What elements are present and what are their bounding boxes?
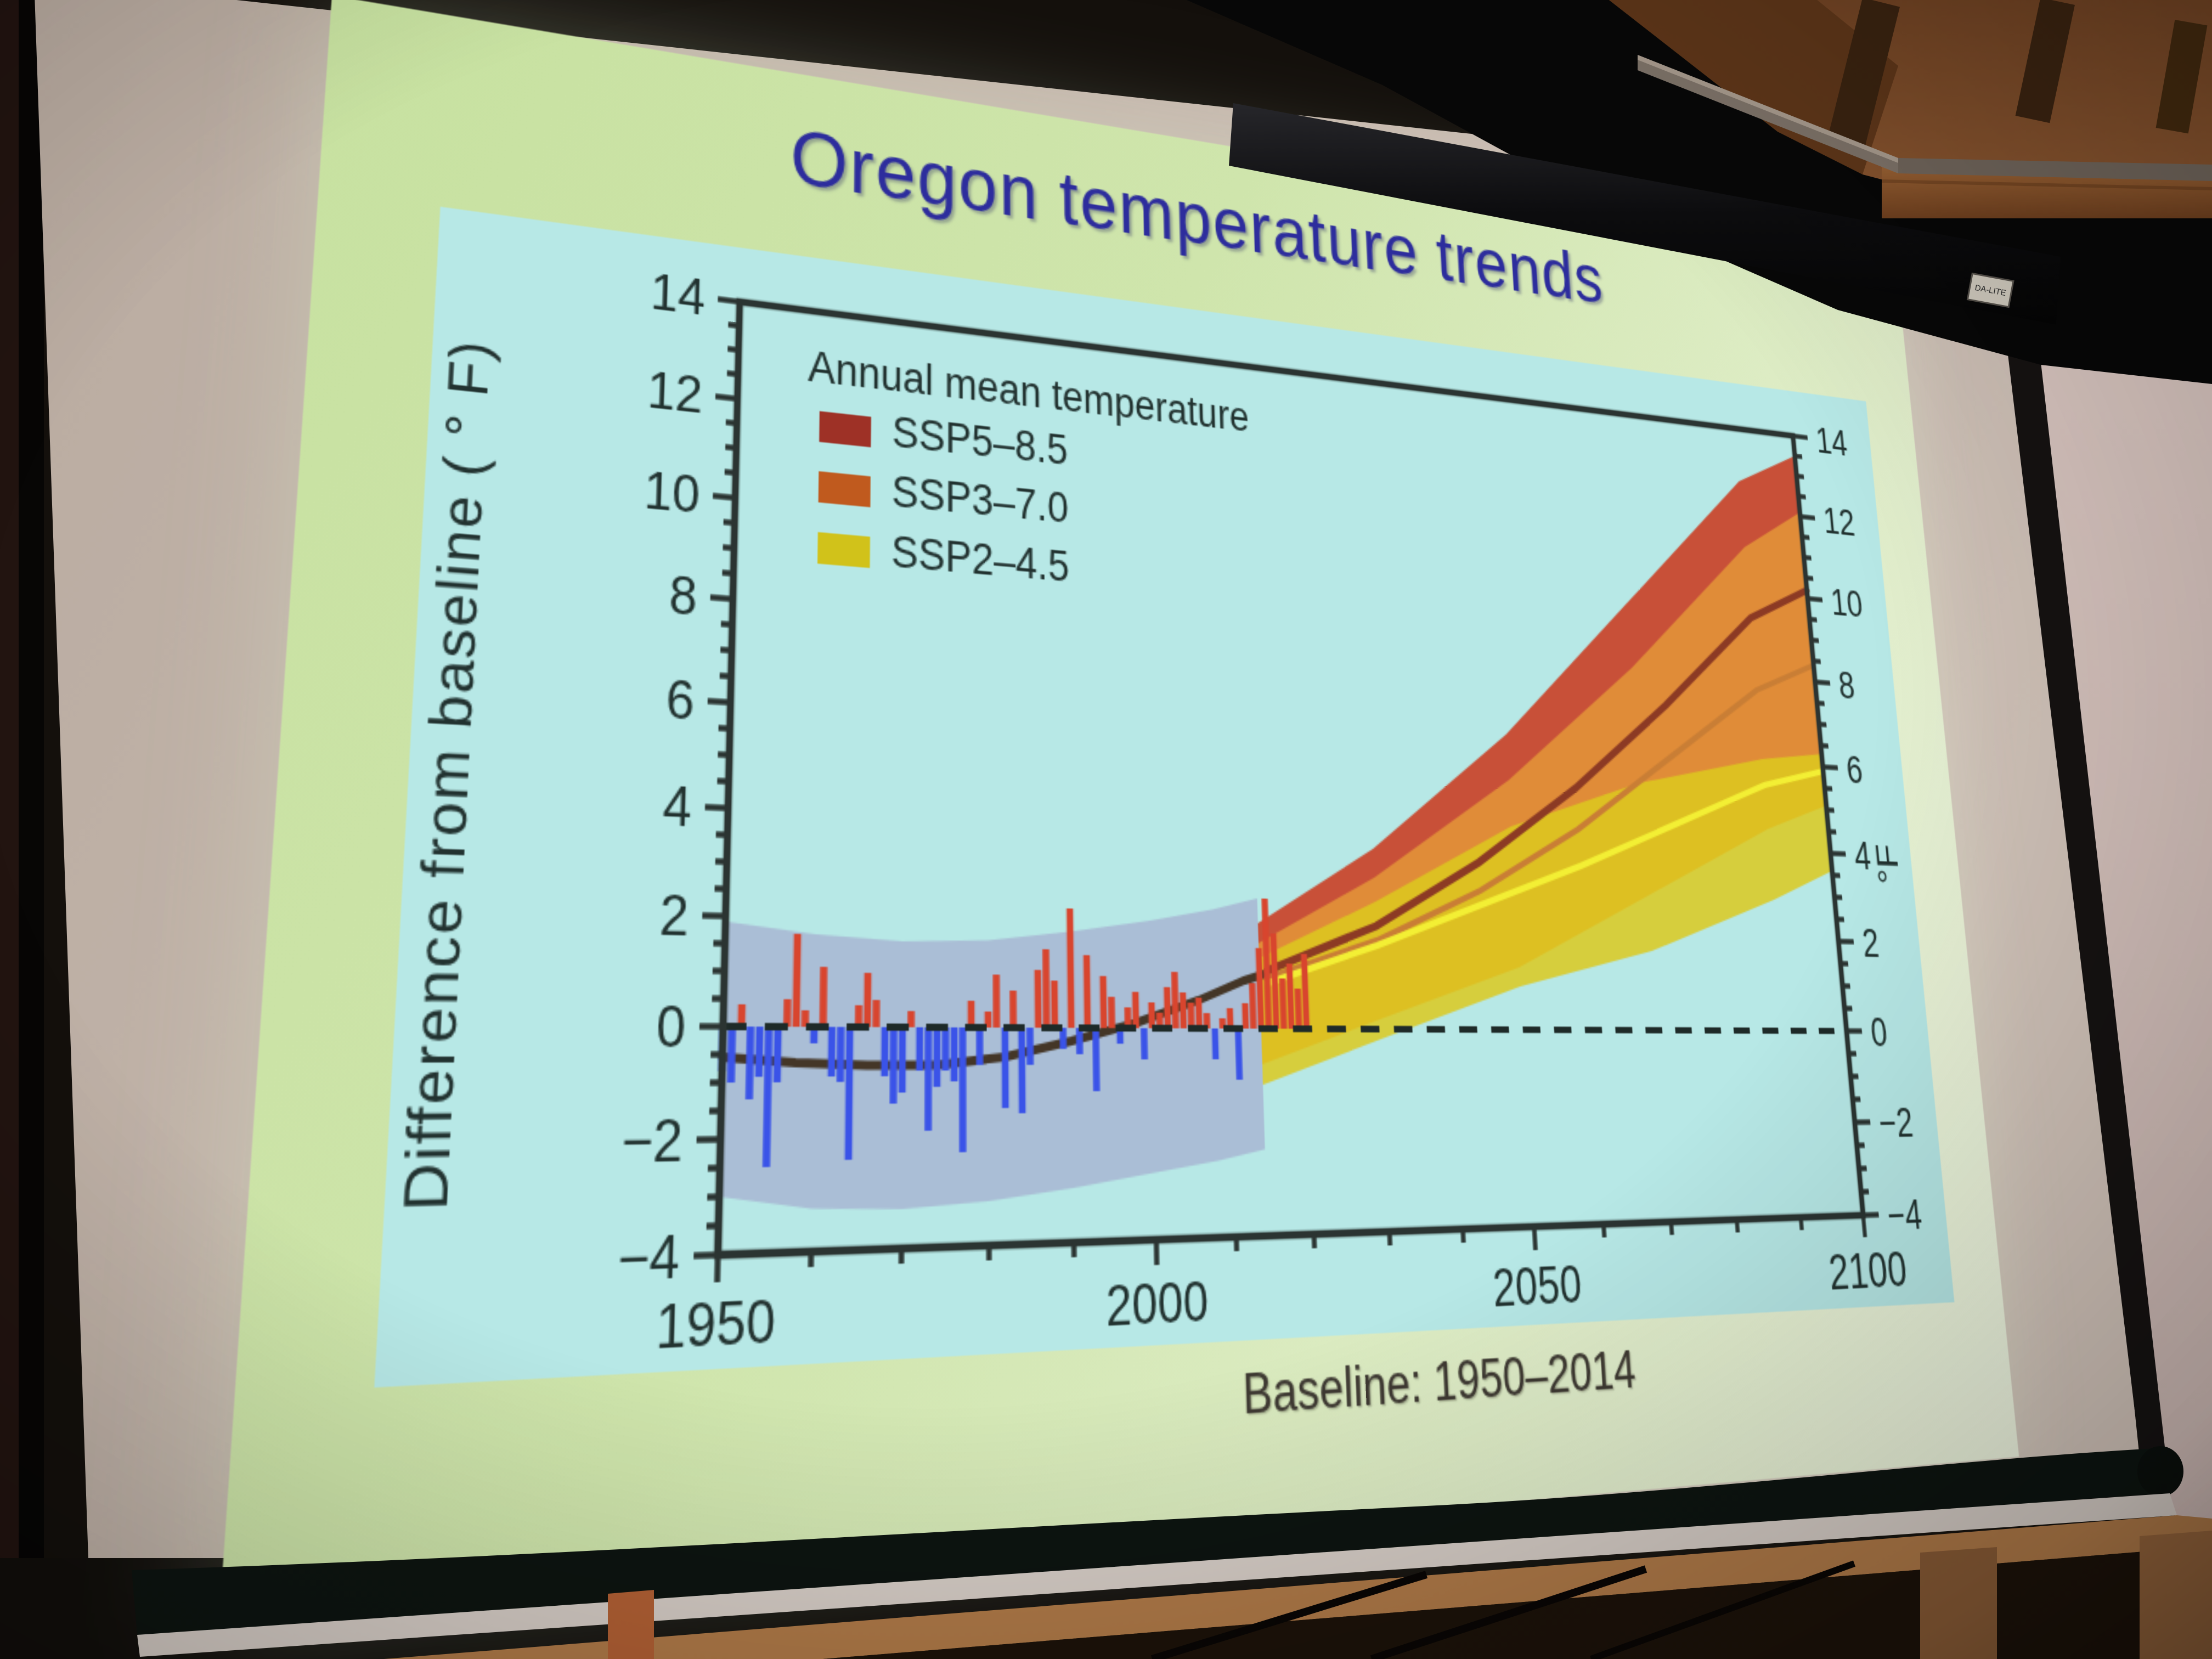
y-axis-label-left: 0 (656, 994, 687, 1059)
presentation-slide: Oregon temperature trends −4−4−2−2002244… (219, 0, 2019, 1616)
anomaly-bar-1973 (924, 1027, 932, 1131)
anomaly-bar-1968 (881, 1027, 889, 1076)
anomaly-bar-1975 (942, 1027, 949, 1071)
y-axis-label-left: 4 (662, 775, 693, 838)
anomaly-bar-1977 (959, 1027, 967, 1153)
temperature-trends-chart: −4−4−2−200224466881010121214141950200020… (374, 206, 1955, 1388)
anomaly-bar-1972 (916, 1027, 923, 1071)
y-axis-label-left: 12 (646, 360, 703, 424)
anomaly-bar-1967 (872, 1000, 881, 1028)
y-axis-label-left: 14 (650, 263, 706, 326)
y-axis-label-left: 2 (659, 883, 690, 947)
anomaly-bar-1971 (907, 1011, 915, 1028)
anomaly-bar-1976 (950, 1027, 958, 1082)
x-axis-label: 1950 (655, 1288, 776, 1362)
y-axis-label-left: −2 (620, 1107, 684, 1175)
y-axis-label-left: −4 (616, 1223, 680, 1294)
y-axis-label-left: 10 (643, 460, 701, 524)
anomaly-bar-1966 (864, 973, 872, 1028)
y-axis-label-right: 14 (1814, 420, 1849, 464)
anomaly-bar-1969 (889, 1027, 898, 1104)
legend-swatch-SSP2-4-5 (817, 532, 870, 568)
anomaly-bar-1970 (898, 1027, 906, 1093)
y-axis-label-right: −4 (1886, 1192, 1924, 1239)
x-axis-label: 2050 (1491, 1255, 1583, 1318)
y-axis-label-left: 6 (665, 669, 695, 731)
y-axis-label-right: −2 (1877, 1101, 1915, 1147)
legend-swatch-SSP3-7-0 (818, 471, 871, 507)
y-axis-title-right: °F (1869, 843, 1906, 885)
baseline-envelope-band (719, 883, 1267, 1215)
x-axis-label: 2100 (1827, 1242, 1909, 1300)
x-axis-label: 2000 (1105, 1270, 1209, 1338)
y-axis-label-right: 12 (1821, 500, 1857, 544)
y-axis-label-right: 10 (1829, 582, 1864, 625)
legend-swatch-SSP5-8-5 (819, 411, 871, 448)
anomaly-bar-1974 (933, 1027, 941, 1087)
y-axis-label-left: 8 (668, 565, 698, 627)
